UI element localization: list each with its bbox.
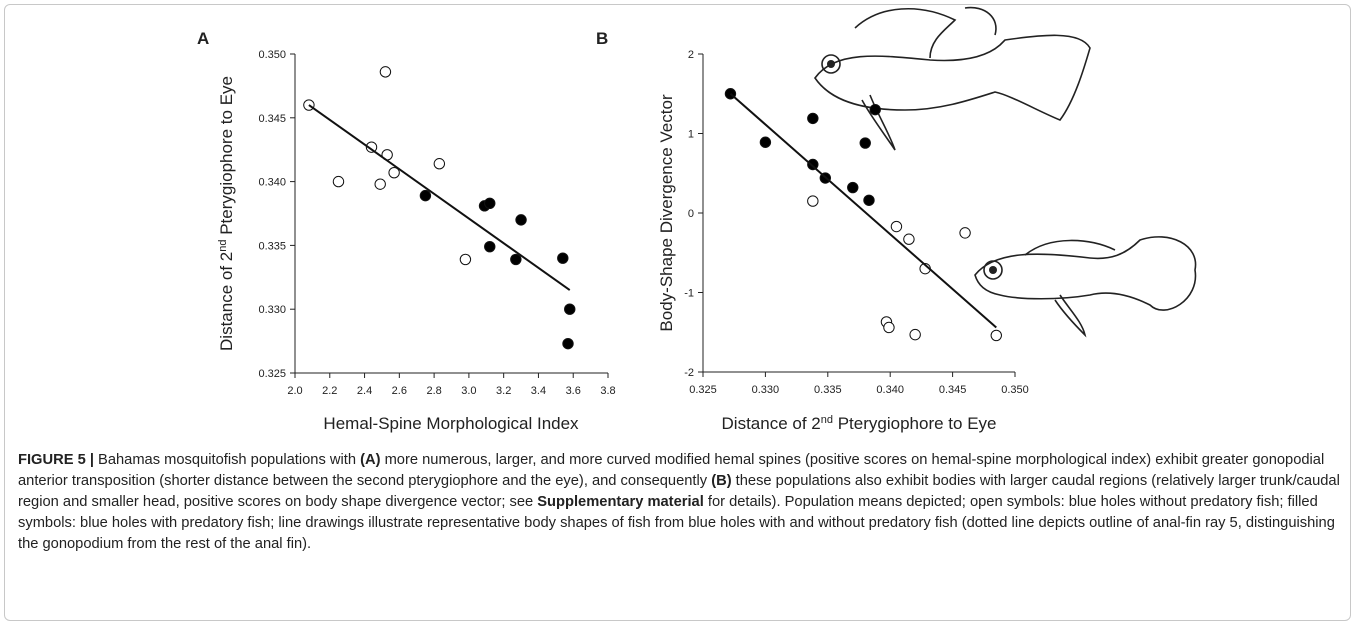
scatter-point <box>863 194 875 206</box>
caption-segment: (B) <box>711 473 732 489</box>
panel-label: A <box>197 29 209 48</box>
y-tick-label: 0.335 <box>258 240 286 252</box>
x-tick-label: 0.335 <box>814 384 842 396</box>
scatter-point <box>365 141 378 153</box>
x-tick-label: 0.340 <box>876 384 904 396</box>
scatter-point <box>515 214 527 226</box>
scatter-point <box>374 178 386 190</box>
label-part: Distance of 2 <box>722 414 821 433</box>
scatter-point <box>883 321 895 334</box>
scatter-point <box>759 136 772 148</box>
x-tick-label: 0.350 <box>1001 384 1029 396</box>
x-axis-label: Distance of 2nd Pterygiophore to Eye <box>722 414 997 433</box>
x-tick-label: 2.6 <box>392 385 407 397</box>
label-part: Pterygiophore to Eye <box>217 76 236 239</box>
y-tick-label: 2 <box>688 49 694 61</box>
x-tick-label: 3.0 <box>461 385 476 397</box>
x-tick-label: 2.0 <box>287 385 302 397</box>
scatter-point <box>557 252 569 264</box>
fish-drawing <box>814 6 1197 338</box>
scatter-point <box>807 112 819 125</box>
y-tick-label: 0.350 <box>258 49 286 61</box>
caption-segment: (A) <box>360 452 381 468</box>
label-part: Distance of 2 <box>217 252 236 351</box>
y-tick-label: 0.340 <box>258 177 286 189</box>
scatter-point <box>562 337 574 350</box>
scatter-point <box>379 66 392 78</box>
x-tick-label: 3.2 <box>496 385 511 397</box>
scatter-point <box>890 220 903 233</box>
caption-segment: these populations also exhibit bodies wi… <box>18 473 1340 510</box>
scatter-point <box>909 328 921 341</box>
y-tick-label: -1 <box>684 288 694 300</box>
figure: A 0.325 0.330 0.335 0.340 0.345 0.350 2.0 2.2 2.4… <box>197 6 1197 433</box>
scatter-point <box>433 158 446 170</box>
y-tick-label: -2 <box>684 367 694 379</box>
label-part: nd <box>217 240 229 252</box>
x-tick-label: 3.6 <box>566 385 581 397</box>
y-axis-label: Body-Shape Divergence Vector <box>657 94 676 332</box>
y-tick-label: 0.325 <box>258 368 286 380</box>
caption-segment: Bahamas mosquitofish populations with <box>93 452 361 468</box>
y-tick-label: 1 <box>688 129 694 141</box>
caption-segment: Supplementary material <box>537 494 704 510</box>
x-tick-label: 0.325 <box>689 384 717 396</box>
label-part: Body-Shape Divergence Vector <box>657 94 676 332</box>
scatter-point <box>869 103 881 116</box>
y-tick-label: 0 <box>688 208 694 220</box>
fish-eyes <box>827 60 997 274</box>
label-part: Pterygiophore to Eye <box>833 414 996 433</box>
scatter-point <box>807 195 819 207</box>
x-tick-label: 2.2 <box>322 385 337 397</box>
trend-line <box>729 92 997 329</box>
figure-caption: FIGURE 5 | Bahamas mosquitofish populati… <box>18 450 1343 555</box>
scatter-point <box>484 240 496 253</box>
caption-segment: FIGURE 5 | <box>18 452 94 468</box>
y-tick-label: 0.330 <box>258 304 286 316</box>
scatter-point <box>419 189 432 202</box>
x-tick-label: 2.8 <box>426 385 441 397</box>
scatter-point <box>847 181 859 194</box>
figure-frame <box>4 4 1351 621</box>
y-axis-label: Distance of 2nd Pterygiophore to Eye <box>217 76 236 351</box>
scatter-point <box>484 197 496 209</box>
y-tick-label: 0.345 <box>258 113 286 125</box>
x-axis-label: Hemal-Spine Morphological Index <box>323 414 579 433</box>
caption-segment: for details). Population means depicted;… <box>18 494 1335 552</box>
scatter-point <box>959 227 971 239</box>
caption-segment: more numerous, larger, and more curved m… <box>18 452 1325 489</box>
scatter-point <box>564 303 576 315</box>
x-tick-label: 0.330 <box>752 384 780 396</box>
scatter-point <box>459 253 472 266</box>
label-part: nd <box>821 414 833 426</box>
trend-line <box>308 104 571 291</box>
x-tick-label: 3.4 <box>531 385 546 397</box>
x-tick-label: 0.345 <box>939 384 967 396</box>
scatter-point <box>990 329 1002 342</box>
label-part: Hemal-Spine Morphological Index <box>323 414 579 433</box>
scatter-point <box>388 166 400 179</box>
scatter-point <box>859 137 871 149</box>
scatter-point <box>807 158 819 171</box>
x-tick-label: 3.8 <box>600 385 615 397</box>
scatter-point <box>903 233 915 245</box>
scatter-point <box>510 253 522 266</box>
scatter-point <box>332 175 345 188</box>
x-tick-label: 2.4 <box>357 385 372 397</box>
panel-label: B <box>596 29 608 48</box>
